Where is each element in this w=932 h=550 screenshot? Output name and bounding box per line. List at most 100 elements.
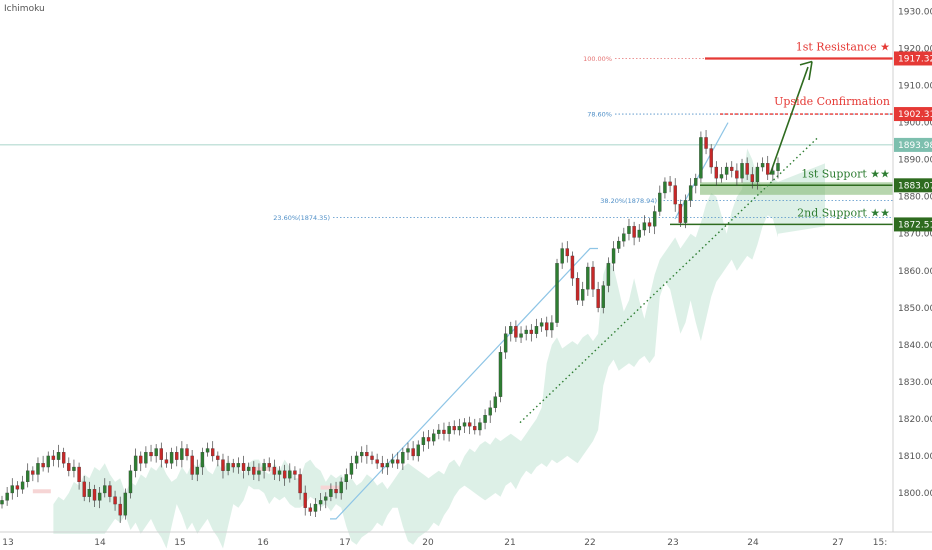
candle <box>241 455 246 479</box>
candle <box>282 464 287 486</box>
candle-body <box>308 507 313 512</box>
candle <box>334 481 338 499</box>
y-tick-label: 1860.00 <box>898 267 932 277</box>
candle <box>442 422 446 441</box>
candle-body <box>324 496 328 501</box>
candle-body <box>226 463 230 471</box>
candle-body <box>15 485 20 490</box>
candle <box>529 324 534 342</box>
candle-body <box>760 163 765 168</box>
candle-body <box>704 137 708 149</box>
x-tick-label: 21 <box>504 538 515 548</box>
candle-body <box>632 226 636 238</box>
y-tick-label: 1830.00 <box>898 378 932 388</box>
candle <box>87 481 92 503</box>
y-tick-label: 1840.00 <box>898 341 932 351</box>
candle <box>714 161 719 186</box>
candle <box>97 487 102 509</box>
price-badge <box>894 51 932 66</box>
candle <box>92 484 97 508</box>
candle-body <box>601 285 605 308</box>
candle-body <box>144 452 148 464</box>
support-zone <box>700 182 893 195</box>
candle-body <box>714 166 719 179</box>
candle <box>185 444 189 461</box>
x-tick-label: 27 <box>832 538 843 548</box>
candle-body <box>503 333 508 353</box>
candle <box>658 185 662 216</box>
annotation-labels: 100.00% 78.60% 38.20%(1878.94) 23.60%(1874.… <box>273 40 890 221</box>
price-badge <box>894 107 932 122</box>
candle <box>0 495 4 509</box>
candle <box>457 418 462 436</box>
candle <box>159 442 164 468</box>
candle-body <box>272 466 277 475</box>
candle-body <box>108 485 112 497</box>
price-axis: 1800.00 1810.00 1820.00 1830.00 1840.00 1850.… <box>892 0 932 532</box>
fib-label: 23.60%(1874.35) <box>273 214 330 222</box>
candle <box>668 175 672 193</box>
candle-body <box>606 263 611 286</box>
candle-body <box>776 163 780 171</box>
x-tick-label: 23 <box>667 538 678 548</box>
candle-body <box>339 481 343 494</box>
candle-body <box>334 489 338 494</box>
x-tick-label: 20 <box>422 538 434 548</box>
candle <box>226 455 230 476</box>
candle-body <box>375 459 379 464</box>
candle <box>750 167 754 189</box>
candle-body <box>349 463 354 475</box>
candle-body <box>293 470 297 475</box>
candle <box>771 166 775 182</box>
candle-body <box>370 455 374 460</box>
candle-body <box>401 452 405 464</box>
candle-body <box>380 463 384 468</box>
candle <box>586 262 590 296</box>
candle <box>144 446 148 468</box>
candle <box>200 447 205 475</box>
forecast-arrow-head <box>799 60 813 81</box>
candle <box>211 441 215 462</box>
candle-body <box>390 459 395 464</box>
candle-body <box>103 485 107 494</box>
y-tick-label: 1820.00 <box>898 415 932 425</box>
candle <box>108 481 112 503</box>
candle <box>36 457 40 483</box>
candle-body <box>591 266 595 290</box>
candle-body <box>406 448 410 453</box>
candle-body <box>133 455 138 471</box>
candle-body <box>483 415 487 423</box>
candle <box>596 281 600 313</box>
candle-body <box>719 174 724 179</box>
candle <box>509 321 513 342</box>
annotation-label: 1st Resistance ★ <box>796 40 890 53</box>
candle-body <box>534 326 539 334</box>
candle-body <box>575 278 580 301</box>
candle <box>344 468 349 490</box>
candle-body <box>647 222 652 227</box>
candle-body <box>581 289 585 301</box>
candle <box>642 215 647 236</box>
candle-body <box>550 322 554 331</box>
candle <box>303 485 307 516</box>
candle <box>149 444 153 462</box>
candle <box>118 496 122 523</box>
candle <box>735 163 739 186</box>
candle <box>103 478 107 498</box>
fib-label: 38.20%(1878.94) <box>600 197 657 205</box>
candle-body <box>396 459 400 464</box>
candle <box>688 178 693 208</box>
candle-body <box>545 322 549 331</box>
candle <box>354 451 359 469</box>
candle-body <box>745 163 749 175</box>
y-tick-label: 1910.00 <box>898 82 932 92</box>
candle <box>462 418 467 433</box>
candle <box>77 462 81 490</box>
candle-body <box>344 474 349 483</box>
candle-body <box>190 455 194 475</box>
candle <box>431 429 436 446</box>
candle <box>82 475 86 502</box>
candle-body <box>236 463 241 468</box>
